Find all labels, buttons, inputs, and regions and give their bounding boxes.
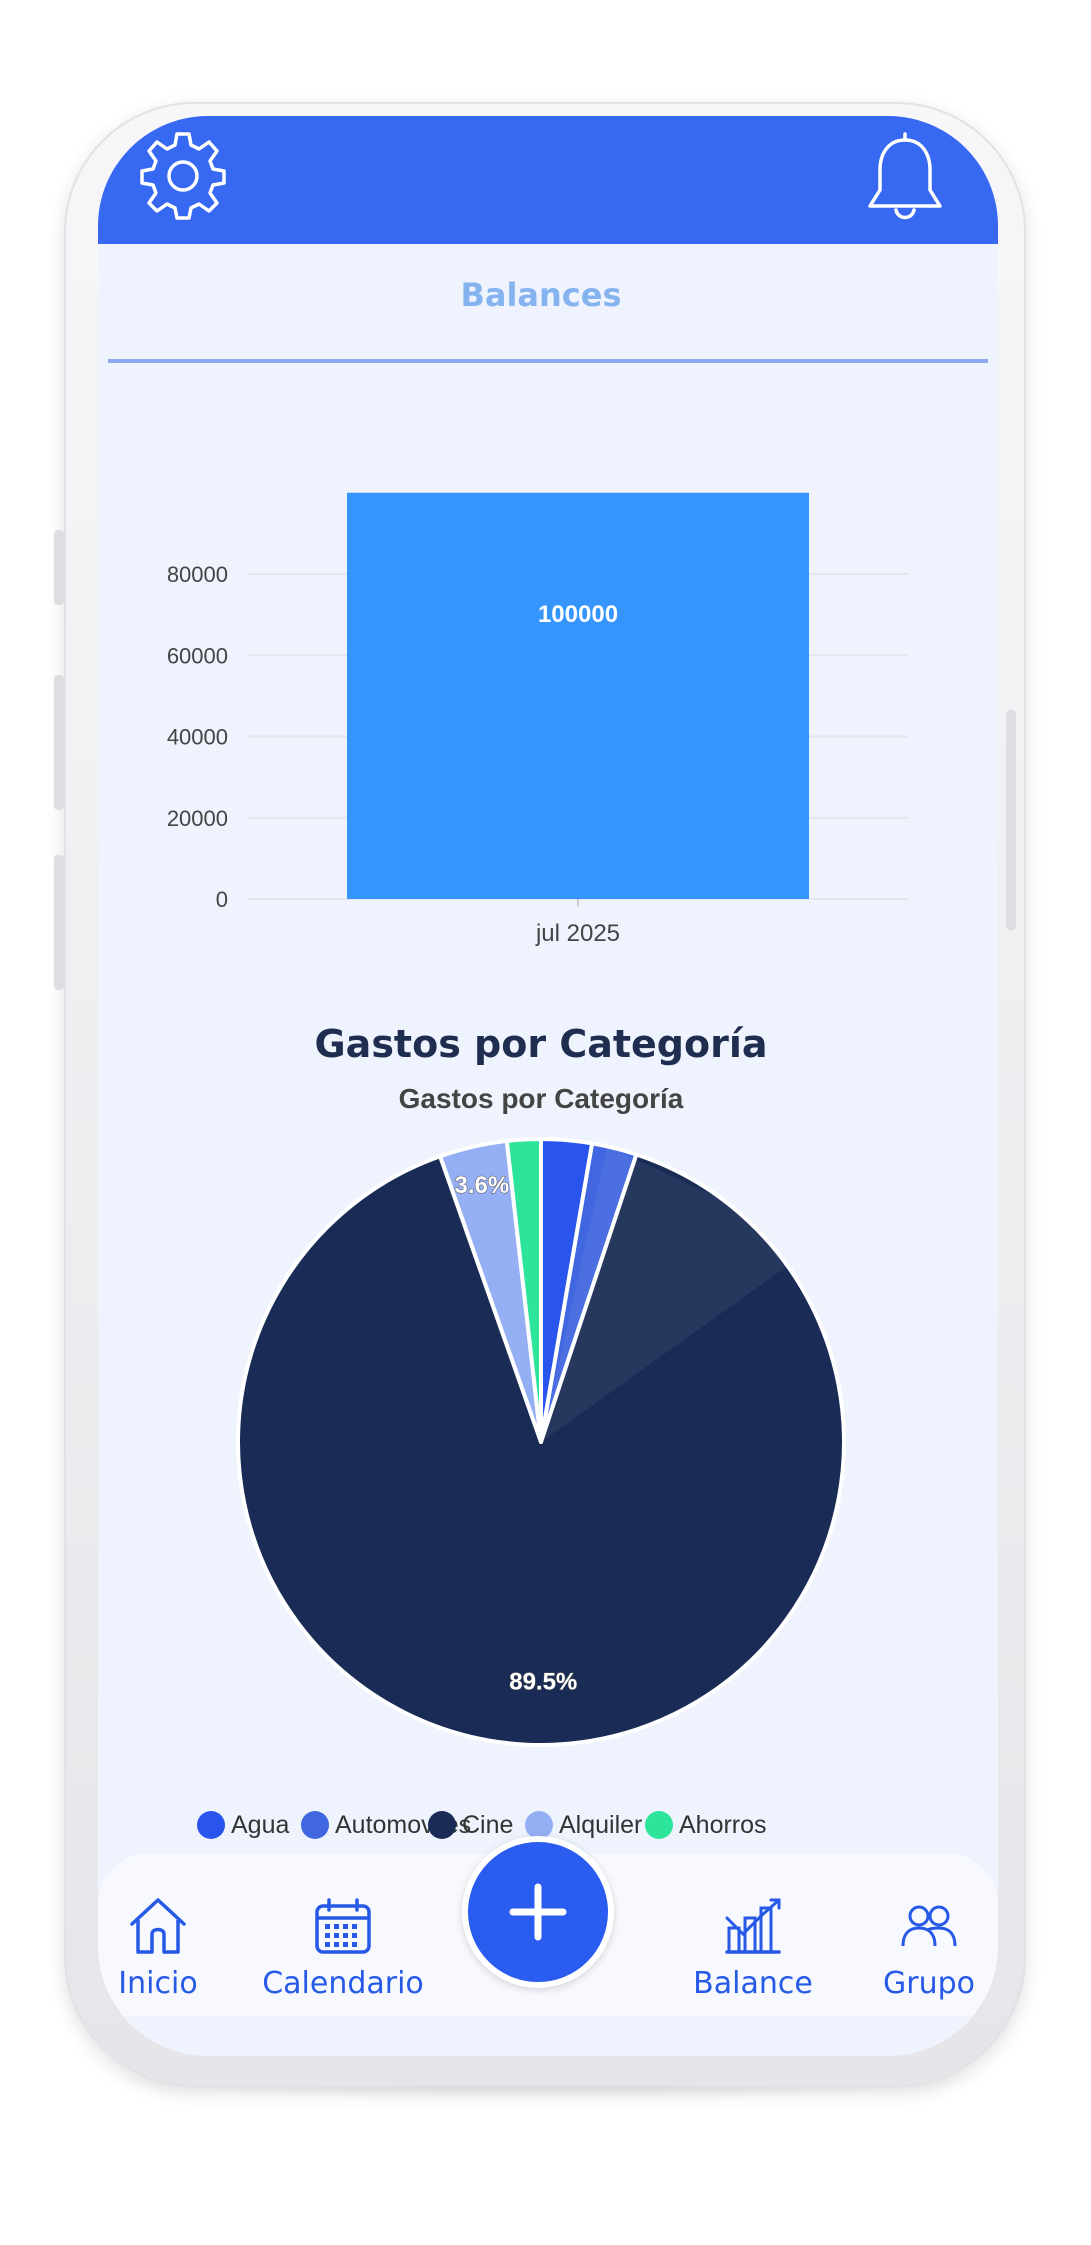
- nav-label-balance: Balance: [693, 1966, 813, 2001]
- pie-chart-title: Gastos por Categoría: [399, 1083, 684, 1114]
- legend-swatch: [301, 1811, 329, 1839]
- add-button[interactable]: [462, 1836, 614, 1988]
- plus-icon: [509, 1883, 567, 1941]
- y-tick-label: 0: [216, 887, 228, 912]
- nav-label-grupo: Grupo: [883, 1966, 975, 2001]
- legend-item-agua[interactable]: Agua: [197, 1811, 289, 1839]
- home-indicator-area: [98, 2016, 998, 2056]
- pie-data-label: 89.5%: [509, 1668, 577, 1695]
- nav-item-calendario[interactable]: Calendario: [258, 1894, 428, 2014]
- y-tick-label: 40000: [167, 725, 228, 750]
- legend-label: Agua: [231, 1811, 289, 1839]
- group-icon: [901, 1905, 957, 1947]
- bar-data-label: 100000: [538, 601, 618, 628]
- pie-data-label: 3.6%: [455, 1172, 510, 1199]
- legend-label: Ahorros: [679, 1811, 767, 1839]
- gear-icon[interactable]: [138, 131, 228, 221]
- top-bar: [98, 116, 998, 244]
- legend-label: Alquiler: [559, 1811, 642, 1839]
- bar[interactable]: [347, 492, 809, 899]
- y-tick-label: 80000: [167, 562, 228, 587]
- home-icon: [130, 1898, 186, 1954]
- nav-item-grupo[interactable]: Grupo: [870, 1894, 988, 2014]
- legend-item-ahorros[interactable]: Ahorros: [645, 1811, 767, 1839]
- legend-item-alquiler[interactable]: Alquiler: [525, 1811, 642, 1839]
- nav-item-inicio[interactable]: Inicio: [108, 1894, 208, 2014]
- main-content: 0 20000 40000 60000 80000 Balances 100000 jul…: [98, 244, 998, 1974]
- y-tick-label: 60000: [167, 643, 228, 668]
- calendar-icon: [315, 1898, 371, 1954]
- balances-title: Balances: [460, 276, 621, 314]
- y-tick-label: 20000: [167, 806, 228, 831]
- bell-icon[interactable]: [860, 124, 950, 229]
- pie-slice-ahorros[interactable]: [504, 1137, 543, 1444]
- legend-swatch: [645, 1811, 673, 1839]
- legend-label: Cine: [462, 1811, 513, 1839]
- expenses-pie-chart: Gastos por Categoría Gastos por Categorí…: [197, 1022, 846, 1839]
- pie-sheen: [541, 1146, 818, 1442]
- x-tick-label: jul 2025: [535, 920, 620, 947]
- legend-item-cine[interactable]: Cine: [428, 1811, 513, 1839]
- app-screen: 0 20000 40000 60000 80000 Balances 100000 jul…: [98, 116, 998, 2056]
- expenses-section-title: Gastos por Categoría: [314, 1022, 767, 1066]
- chart-icon: [725, 1898, 781, 1954]
- pie-slice-cine[interactable]: [236, 1152, 846, 1747]
- legend-swatch: [428, 1811, 456, 1839]
- phone-side-button: [54, 530, 64, 605]
- legend-swatch: [525, 1811, 553, 1839]
- nav-item-balance[interactable]: Balance: [678, 1894, 828, 2014]
- phone-power-button: [1006, 710, 1016, 930]
- nav-label-calendario: Calendario: [262, 1966, 424, 2001]
- balance-bar-chart: 0 20000 40000 60000 80000 Balances 100000 jul…: [108, 276, 988, 947]
- nav-label-inicio: Inicio: [118, 1966, 198, 2001]
- phone-volume-down-button: [54, 855, 64, 990]
- legend-swatch: [197, 1811, 225, 1839]
- phone-volume-up-button: [54, 675, 64, 810]
